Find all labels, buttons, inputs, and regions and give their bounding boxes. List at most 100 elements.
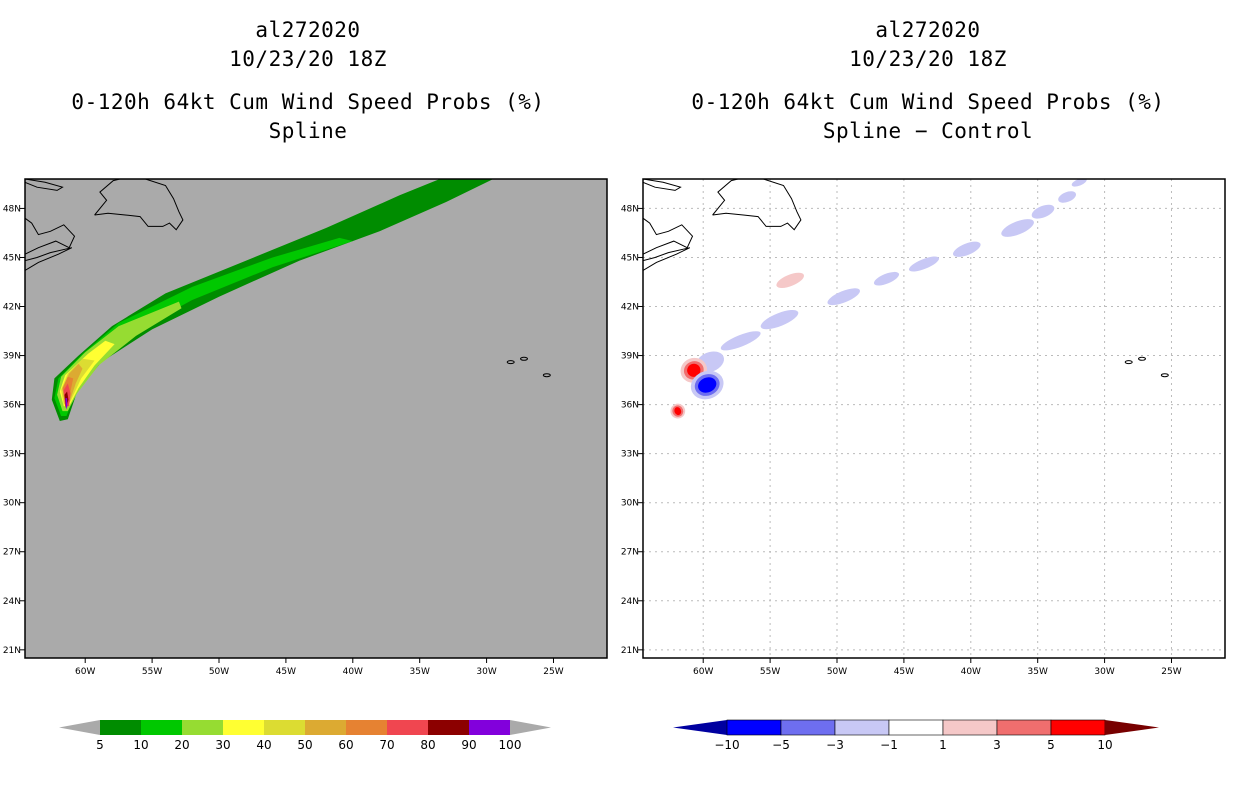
right-difference-blob: [674, 407, 682, 416]
left-colorbar: 5 10 20 30 40 50 60 70 80 90 100: [59, 720, 551, 752]
left-contour-90: [65, 398, 68, 410]
right-difference-blob: [1058, 191, 1077, 203]
right-x-tick-label: 35W: [1028, 667, 1048, 677]
right-y-tick-label: 30N: [621, 499, 639, 509]
left-colorbar-segment: [100, 720, 141, 735]
left-coastline: [25, 247, 73, 271]
left-colorbar-label: 60: [338, 738, 353, 752]
right-colorbar-label: −3: [826, 738, 844, 752]
left-x-tick-label: 35W: [410, 667, 430, 677]
left-coastline: [25, 179, 64, 191]
right-product-title: 0-120h 64kt Cum Wind Speed Probs (%): [691, 90, 1165, 114]
left-colorbar-segment: [387, 720, 428, 735]
right-difference-blob: [827, 288, 860, 306]
right-island: [1124, 360, 1133, 365]
right-colorbar-segment: [888, 719, 944, 736]
right-difference-blob: [1031, 204, 1055, 219]
right-colorbar-label: −1: [880, 738, 898, 752]
left-colorbar-label: 20: [174, 738, 189, 752]
right-coastline: [712, 179, 802, 231]
right-colorbar-label: 3: [993, 738, 1001, 752]
right-y-tick-label: 27N: [621, 548, 639, 558]
right-colorbar-segment: [942, 719, 998, 736]
left-y-tick-label: 42N: [3, 303, 21, 313]
left-y-tick-label: 36N: [3, 401, 21, 411]
right-x-tick-label: 50W: [827, 667, 847, 677]
right-difference-blob: [1001, 219, 1034, 237]
left-colorbar-label: 50: [297, 738, 312, 752]
right-map-background: [643, 179, 1225, 658]
right-colorbar-label: 10: [1097, 738, 1112, 752]
right-difference-blob: [776, 272, 804, 289]
left-storm-id: al272020: [255, 18, 361, 42]
left-colorbar-label: 40: [256, 738, 271, 752]
right-colorbar-segment: [996, 719, 1052, 736]
left-colorbar-label: 10: [133, 738, 148, 752]
left-colorbar-label: 90: [461, 738, 476, 752]
left-product-title: 0-120h 64kt Cum Wind Speed Probs (%): [71, 90, 545, 114]
left-island: [506, 360, 515, 365]
right-difference-blob: [720, 331, 761, 351]
left-coastline: [25, 217, 76, 255]
right-difference-blob: [687, 363, 701, 377]
right-difference-map: 60W 55W 50W 45W 40W 35W 30W 25W 21N 24N 27N 30N 33N 3…: [621, 178, 1226, 677]
left-datetime: 10/23/20 18Z: [229, 47, 387, 71]
right-colorbar-label: −5: [772, 738, 790, 752]
left-colorbar-segment: [428, 720, 469, 735]
right-colorbar-label: 1: [939, 738, 947, 752]
right-difference-blob: [760, 309, 799, 330]
left-x-tick-label: 25W: [543, 667, 563, 677]
right-difference-blob: [873, 271, 900, 286]
left-x-tick-label: 60W: [75, 667, 95, 677]
right-datetime: 10/23/20 18Z: [849, 47, 1007, 71]
right-difference-blob: [953, 241, 981, 257]
left-colorbar-label: 80: [420, 738, 435, 752]
left-probability-map: 60W 55W 50W 45W 40W 35W 30W 25W 21N 24N 27N 30N 33N 3…: [3, 178, 608, 677]
left-colorbar-segment: [346, 720, 387, 735]
right-x-tick-label: 40W: [961, 667, 981, 677]
right-y-tick-label: 48N: [621, 204, 639, 214]
left-coastline: [94, 179, 121, 216]
right-colorbar: −10 −5 −3 −1 1 3 5 10: [673, 719, 1159, 752]
right-difference-blob: [908, 256, 940, 272]
right-coastline: [643, 247, 691, 271]
right-island: [1138, 356, 1146, 361]
left-x-tick-label: 40W: [343, 667, 363, 677]
left-colorbar-under: [59, 720, 100, 735]
left-y-tick-label: 21N: [3, 646, 21, 656]
left-map-background: [25, 179, 607, 658]
left-colorbar-label: 5: [96, 738, 104, 752]
left-map-frame: [24, 178, 608, 659]
right-y-tick-label: 39N: [621, 352, 639, 362]
right-colorbar-segment: [834, 719, 890, 736]
right-panel-title-block: al272020 10/23/20 18Z 0-120h 64kt Cum Wi…: [648, 16, 1208, 146]
left-colorbar-segment: [264, 720, 305, 735]
right-difference-blob: [698, 377, 717, 393]
right-x-tick-label: 30W: [1094, 667, 1114, 677]
left-x-tick-label: 30W: [476, 667, 496, 677]
left-colorbar-segment: [469, 720, 510, 735]
right-x-tick-label: 25W: [1161, 667, 1181, 677]
left-colorbar-label: 100: [499, 738, 522, 752]
left-colorbar-segment: [182, 720, 223, 735]
right-coastline: [712, 179, 739, 216]
right-colorbar-under: [673, 720, 727, 735]
right-coastline: [643, 179, 682, 191]
left-colorbar-segment: [141, 720, 182, 735]
left-subtitle: Spline: [268, 119, 348, 143]
left-x-tick-label: 45W: [276, 667, 296, 677]
right-colorbar-segment: [726, 719, 782, 736]
left-island: [542, 373, 551, 378]
right-y-tick-label: 24N: [621, 597, 639, 607]
left-coastline: [94, 179, 184, 231]
right-difference-blob: [1071, 179, 1087, 187]
left-y-tick-label: 48N: [3, 204, 21, 214]
left-panel-title-block: al272020 10/23/20 18Z 0-120h 64kt Cum Wi…: [28, 16, 588, 146]
right-coastline: [643, 217, 694, 255]
right-y-tick-label: 42N: [621, 303, 639, 313]
left-y-tick-label: 30N: [3, 499, 21, 509]
right-subtitle: Spline − Control: [822, 119, 1034, 143]
left-x-tick-label: 50W: [209, 667, 229, 677]
left-y-tick-label: 24N: [3, 597, 21, 607]
right-island: [1160, 373, 1169, 378]
